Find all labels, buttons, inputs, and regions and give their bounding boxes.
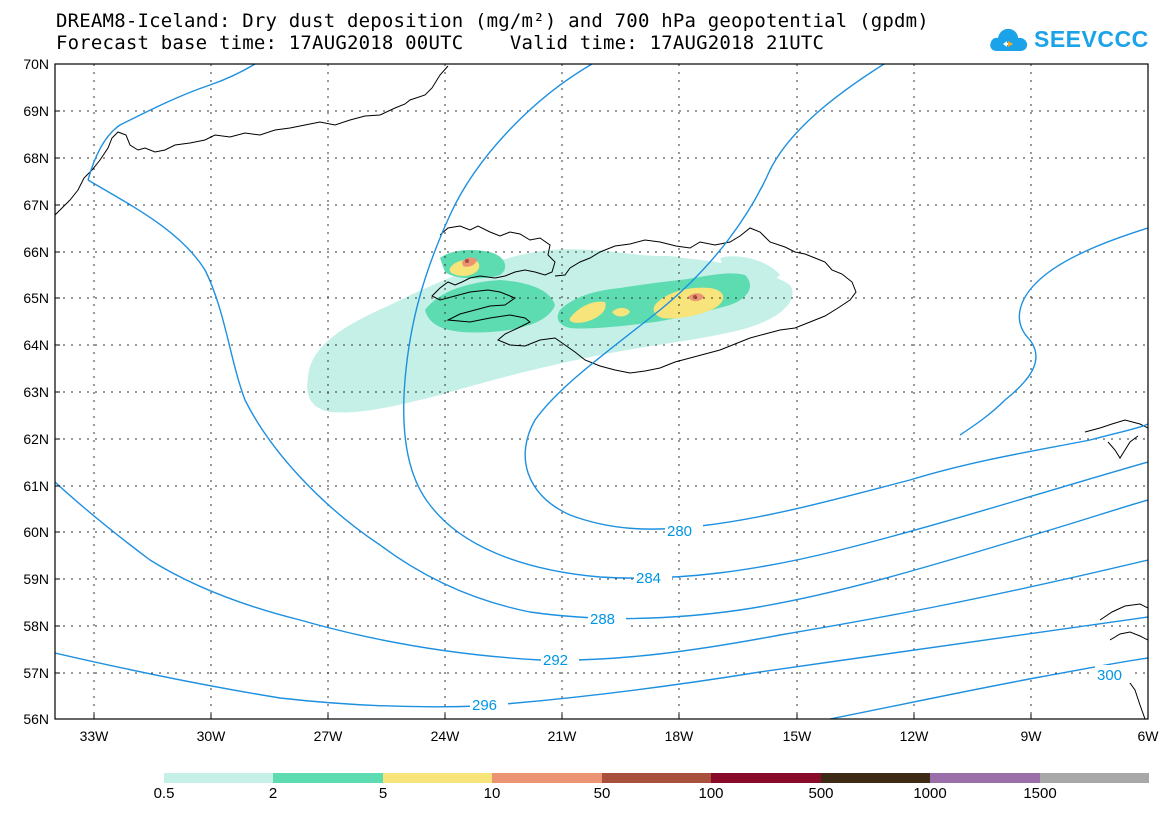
lon-label: 15W <box>783 728 813 744</box>
legend-label: 0.5 <box>153 785 175 802</box>
lon-label: 18W <box>665 728 695 744</box>
legend-label: 5 <box>378 785 388 802</box>
chart-subtitle: Forecast base time: 17AUG2018 00UTC Vali… <box>56 32 825 54</box>
legend-label: 500 <box>808 785 834 802</box>
graticule <box>55 64 1148 719</box>
lon-label: 27W <box>314 728 344 744</box>
lat-label: 64N <box>23 337 49 353</box>
lon-ticks <box>93 714 1032 719</box>
legend-swatch <box>1039 773 1149 783</box>
legend-swatch <box>382 773 493 783</box>
lat-label: 56N <box>23 711 49 727</box>
color-legend <box>164 773 1149 783</box>
lat-label: 67N <box>23 197 49 213</box>
lat-label: 70N <box>23 56 49 72</box>
chart-title: DREAM8-Iceland: Dry dust deposition (mg/… <box>56 10 929 32</box>
lon-label: 21W <box>548 728 578 744</box>
contour-label: 284 <box>636 570 661 587</box>
legend-label: 1000 <box>913 785 947 802</box>
legend-label: 100 <box>698 785 724 802</box>
geopotential-contours <box>55 64 1148 719</box>
legend-swatch <box>164 773 274 783</box>
lat-label: 68N <box>23 150 49 166</box>
contour-label: 280 <box>667 523 692 540</box>
lon-label: 24W <box>431 728 461 744</box>
legend-swatch <box>601 773 712 783</box>
lat-label: 57N <box>23 665 49 681</box>
lat-label: 58N <box>23 618 49 634</box>
lon-label: 30W <box>197 728 227 744</box>
legend-swatch <box>711 773 821 783</box>
lon-label: 33W <box>80 728 110 744</box>
lon-label: 6W <box>1138 728 1160 744</box>
legend-label: 50 <box>593 785 611 802</box>
lat-label: 62N <box>23 431 49 447</box>
contour-label: 300 <box>1097 667 1122 684</box>
coastlines <box>55 65 1148 719</box>
seevccc-logo: SEEVCCC <box>988 20 1149 58</box>
lat-label: 61N <box>23 478 49 494</box>
lon-label: 12W <box>900 728 930 744</box>
contour-label: 292 <box>543 652 568 669</box>
lat-label: 63N <box>23 384 49 400</box>
logo-text: SEEVCCC <box>1034 25 1149 52</box>
lat-label: 60N <box>23 524 49 540</box>
legend-label: 2 <box>268 785 278 802</box>
legend-swatch <box>492 773 602 783</box>
legend-label: 1500 <box>1023 785 1057 802</box>
legend-swatch <box>930 773 1040 783</box>
cloud-icon <box>990 28 1028 51</box>
lon-label: 9W <box>1021 728 1043 744</box>
lat-label: 66N <box>23 244 49 260</box>
lat-label: 59N <box>23 571 49 587</box>
legend-swatch <box>820 773 931 783</box>
lat-label: 69N <box>23 103 49 119</box>
lat-label: 65N <box>23 290 49 306</box>
lat-ticks <box>55 63 60 720</box>
legend-label: 10 <box>483 785 501 802</box>
contour-label: 296 <box>472 697 497 714</box>
contour-label: 288 <box>590 611 615 628</box>
dust-deposition-field <box>307 249 793 413</box>
legend-swatch <box>273 773 383 783</box>
contour-label-masks <box>470 521 1131 713</box>
